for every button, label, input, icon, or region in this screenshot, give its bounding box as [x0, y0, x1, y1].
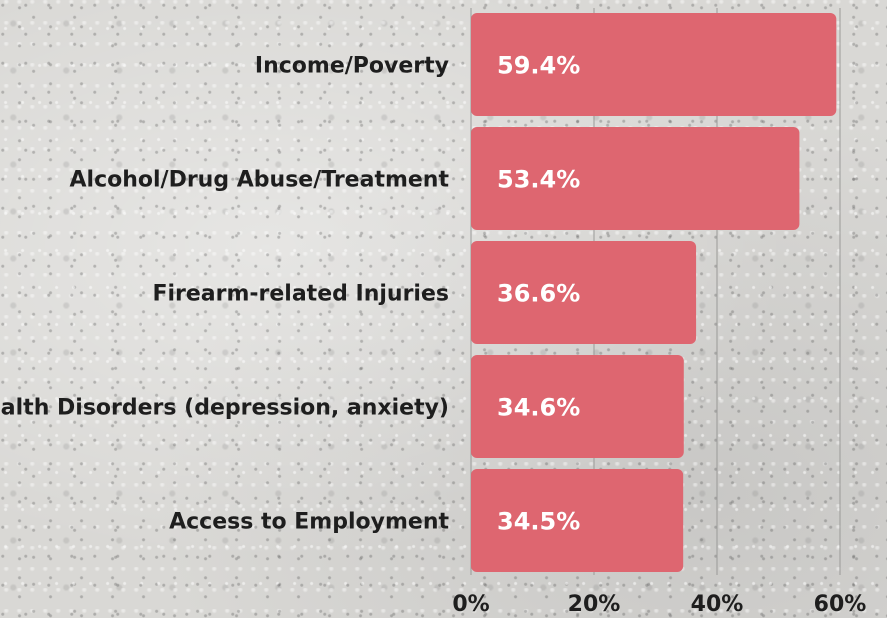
data-label: 36.6%	[497, 280, 580, 308]
bar	[471, 127, 800, 230]
bars	[471, 13, 837, 572]
x-tick-label: 20%	[568, 592, 621, 617]
x-axis-ticks: 0% 20% 40% 60%	[452, 592, 866, 617]
x-tick-label: 40%	[691, 592, 744, 617]
value-labels: 59.4% 53.4% 36.6% 34.6% 34.5%	[497, 52, 580, 536]
data-label: 53.4%	[497, 166, 580, 194]
category-label: Alcohol/Drug Abuse/Treatment	[70, 168, 450, 193]
data-label: 59.4%	[497, 52, 580, 80]
bar	[471, 241, 697, 344]
category-labels: Income/Poverty Alcohol/Drug Abuse/Treatme…	[0, 54, 449, 535]
bar	[471, 355, 684, 458]
category-label: Access to Employment	[169, 510, 449, 535]
data-label: 34.5%	[497, 508, 580, 536]
category-label: Income/Poverty	[255, 54, 449, 79]
x-tick-label: 0%	[452, 592, 489, 617]
x-tick-label: 60%	[814, 592, 867, 617]
bar	[471, 13, 837, 116]
category-label: Firearm-related Injuries	[152, 282, 449, 307]
category-label: Mental Health Disorders (depression, anx…	[0, 396, 449, 421]
bar	[471, 469, 684, 572]
data-label: 34.6%	[497, 394, 580, 422]
